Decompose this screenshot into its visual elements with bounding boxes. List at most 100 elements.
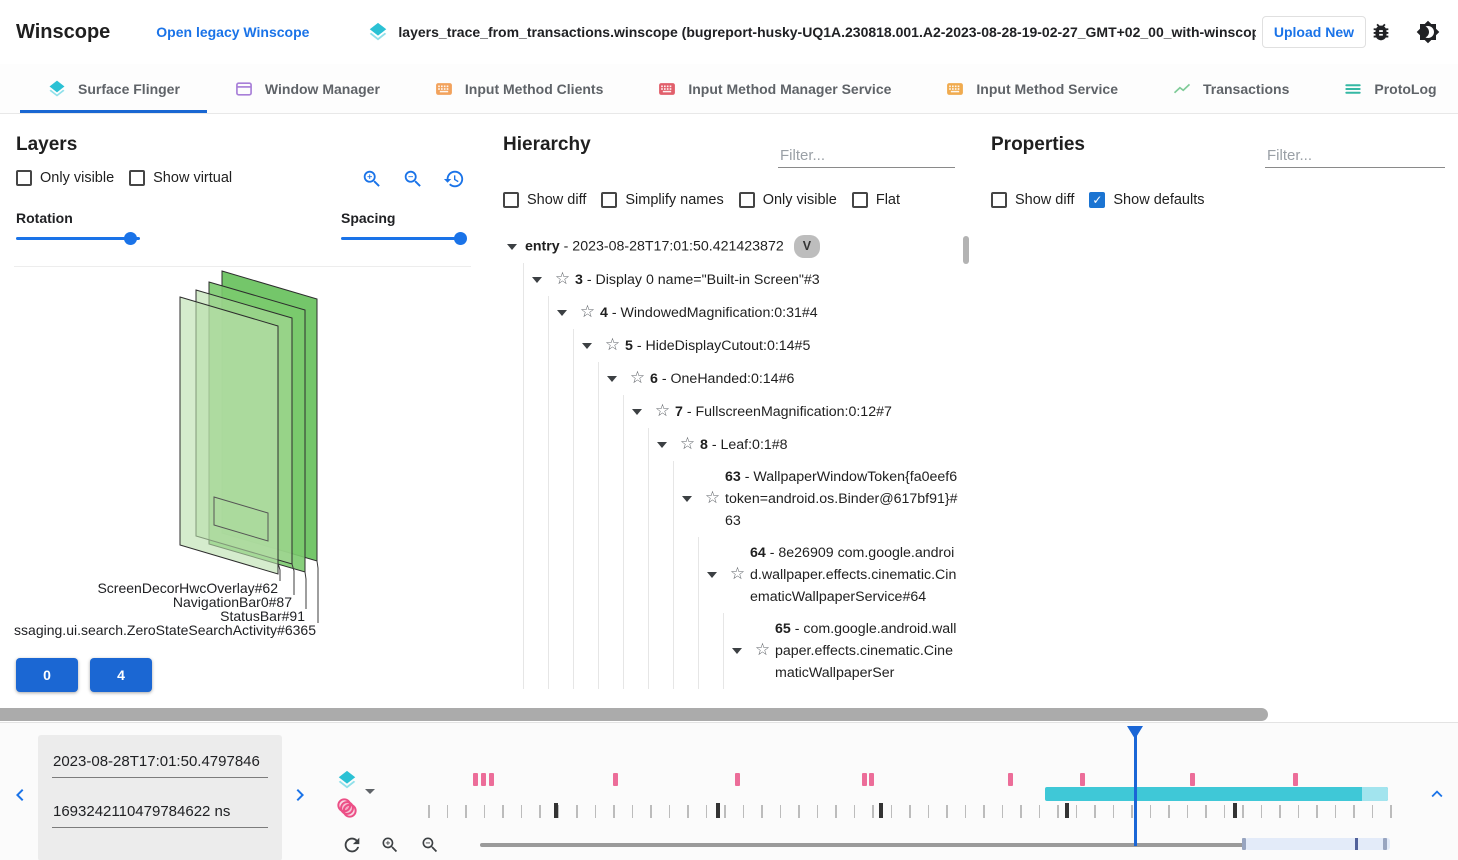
expand-arrow-icon[interactable] xyxy=(649,441,675,448)
checkbox-only-visible[interactable]: Only visible xyxy=(16,170,114,186)
expand-arrow-icon[interactable] xyxy=(524,276,550,283)
zoom-in-icon[interactable] xyxy=(380,835,400,855)
timeline-canvas[interactable] xyxy=(420,723,1395,860)
expand-arrow-icon[interactable] xyxy=(699,572,725,579)
surface-flinger-track-icon[interactable] xyxy=(336,769,358,791)
tab-input-method-clients[interactable]: Input Method Clients xyxy=(407,64,630,113)
star-icon[interactable]: ☆ xyxy=(679,433,696,453)
tree-node[interactable]: ☆ 63 - WallpaperWindowToken{fa0eef6 token… xyxy=(499,461,959,538)
zoom-slider-track[interactable] xyxy=(480,843,1245,847)
hierarchy-scrollbar[interactable] xyxy=(963,236,969,264)
expand-arrow-icon[interactable] xyxy=(724,648,750,655)
expand-arrow-icon[interactable] xyxy=(549,309,575,316)
bug-report-icon[interactable] xyxy=(1370,21,1392,43)
sf-tick xyxy=(835,805,837,818)
transition-mark[interactable] xyxy=(613,773,618,786)
tab-input-method-service[interactable]: Input Method Service xyxy=(918,64,1145,113)
zoom-slider-handle[interactable] xyxy=(1383,838,1387,850)
tab-surface-flinger[interactable]: Surface Flinger xyxy=(20,64,207,113)
zoom-out-icon[interactable] xyxy=(420,835,440,855)
tree-node-label: 6 - OneHanded:0:14#6 xyxy=(650,370,795,387)
tab-protolog[interactable]: ProtoLog xyxy=(1316,64,1458,113)
checkbox-show-diff[interactable]: Show diff xyxy=(503,192,586,208)
transition-mark[interactable] xyxy=(1080,773,1085,786)
chevron-up-icon[interactable] xyxy=(1426,783,1448,805)
star-icon[interactable]: ☆ xyxy=(629,367,646,387)
hierarchy-filter-input[interactable] xyxy=(778,144,955,168)
human-time-input[interactable] xyxy=(52,749,268,778)
display-button-0[interactable]: 0 xyxy=(16,658,78,692)
slider-thumb[interactable] xyxy=(454,232,467,245)
tab-transactions[interactable]: Transactions xyxy=(1145,64,1316,113)
checkbox-only-visible[interactable]: Only visible xyxy=(738,192,837,208)
expand-arrow-icon[interactable] xyxy=(499,243,525,250)
zoom-in-icon[interactable] xyxy=(361,168,383,190)
refresh-icon[interactable] xyxy=(341,834,363,856)
horizontal-scrollbar[interactable] xyxy=(0,708,1268,721)
star-icon[interactable]: ☆ xyxy=(554,268,571,288)
timeline-cursor[interactable] xyxy=(1134,726,1137,846)
tree-node[interactable]: entry - 2023-08-28T17:01:50.421423872 V xyxy=(499,230,959,263)
layers-3d-view[interactable] xyxy=(0,254,487,654)
zoom-slider-selection[interactable] xyxy=(1245,838,1390,850)
chevron-right-icon[interactable] xyxy=(288,783,312,807)
transition-mark[interactable] xyxy=(1190,773,1195,786)
transition-mark[interactable] xyxy=(735,773,740,786)
tree-node[interactable]: ☆ 5 - HideDisplayCutout:0:14#5 xyxy=(499,329,959,363)
tree-node[interactable]: ☆ 6 - OneHanded:0:14#6 xyxy=(499,362,959,396)
upload-new-button[interactable]: Upload New xyxy=(1261,16,1366,48)
selection-range-bar[interactable] xyxy=(1045,787,1388,801)
expand-arrow-icon[interactable] xyxy=(674,496,700,503)
checkbox-show-defaults[interactable]: ✓ Show defaults xyxy=(1089,192,1204,208)
transition-mark[interactable] xyxy=(489,773,494,786)
restore-view-icon[interactable] xyxy=(443,168,465,190)
open-legacy-link[interactable]: Open legacy Winscope xyxy=(156,24,310,40)
layers-panel: Layers Only visible Show virtual xyxy=(0,114,487,708)
checkbox-flat[interactable]: Flat xyxy=(851,192,900,208)
tab-input-method-manager-service[interactable]: Input Method Manager Service xyxy=(630,64,918,113)
tree-node[interactable]: ☆ 65 - com.google.android.wallpaper.effec… xyxy=(499,613,959,690)
chevron-left-icon[interactable] xyxy=(8,783,32,807)
star-icon[interactable]: ☆ xyxy=(729,564,746,584)
zoom-out-icon[interactable] xyxy=(402,168,424,190)
tree-node[interactable]: ☆ 4 - WindowedMagnification:0:31#4 xyxy=(499,296,959,330)
layer-rect[interactable] xyxy=(179,296,279,575)
zoom-slider-handle[interactable] xyxy=(1242,838,1246,850)
checkbox-show-virtual[interactable]: Show virtual xyxy=(129,170,232,186)
tree-node[interactable]: ☆ 3 - Display 0 name="Built-in Screen"#3 xyxy=(499,263,959,297)
rotation-slider[interactable]: Rotation xyxy=(16,210,140,254)
visibility-chip[interactable]: V xyxy=(793,235,821,259)
dark-mode-icon[interactable] xyxy=(1416,20,1440,44)
expand-arrow-icon[interactable] xyxy=(599,375,625,382)
chevron-down-icon[interactable] xyxy=(365,789,375,794)
star-icon[interactable]: ☆ xyxy=(579,301,596,321)
timeline-track-icons xyxy=(334,723,414,860)
timeline-cursor-head[interactable] xyxy=(1127,726,1143,739)
slider-thumb[interactable] xyxy=(124,232,137,245)
expand-arrow-icon[interactable] xyxy=(624,408,650,415)
transition-mark[interactable] xyxy=(1008,773,1013,786)
star-icon[interactable]: ☆ xyxy=(654,400,671,420)
star-icon[interactable]: ☆ xyxy=(604,334,621,354)
transition-mark[interactable] xyxy=(869,773,874,786)
transition-mark[interactable] xyxy=(473,773,478,786)
transition-mark[interactable] xyxy=(1293,773,1298,786)
ns-time-input[interactable] xyxy=(52,799,268,828)
tab-window-manager[interactable]: Window Manager xyxy=(207,64,407,113)
properties-filter-input[interactable] xyxy=(1265,144,1445,168)
checkbox-simplify-names[interactable]: Simplify names xyxy=(601,192,724,208)
star-icon[interactable]: ☆ xyxy=(754,640,771,660)
transitions-track-icon[interactable] xyxy=(334,795,360,821)
checkbox-show-diff[interactable]: Show diff xyxy=(991,192,1074,208)
tree-node[interactable]: ☆ 64 - 8e26909 com.google.android.wallpap… xyxy=(499,537,959,614)
transition-mark[interactable] xyxy=(862,773,867,786)
expand-arrow-icon[interactable] xyxy=(574,342,600,349)
tree-node[interactable]: ☆ 8 - Leaf:0:1#8 xyxy=(499,428,959,462)
star-icon[interactable]: ☆ xyxy=(704,488,721,508)
display-button-4[interactable]: 4 xyxy=(90,658,152,692)
transition-mark[interactable] xyxy=(481,773,486,786)
sf-tick xyxy=(520,805,522,818)
tree-node[interactable]: ☆ 7 - FullscreenMagnification:0:12#7 xyxy=(499,395,959,429)
spacing-slider[interactable]: Spacing xyxy=(341,210,467,254)
